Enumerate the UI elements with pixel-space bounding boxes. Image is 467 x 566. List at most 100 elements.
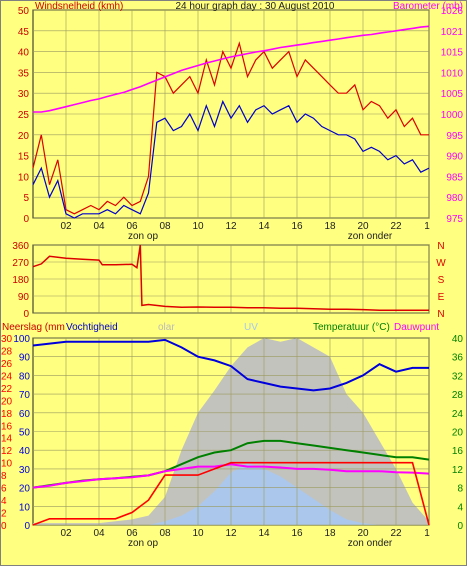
temperatuur-label: Temperatuur (°C) xyxy=(313,322,390,333)
vochtigheid-tick-label: 60 xyxy=(19,409,31,420)
x-tick-label: 1 xyxy=(424,221,430,232)
neerslag-tick-label: 10 xyxy=(1,459,13,470)
temperature-tick-label: 4 xyxy=(457,502,463,513)
rain-humidity-temperature-panel: 0246810121416182022242628300102030405060… xyxy=(1,322,463,549)
series-line xyxy=(32,461,430,526)
series-line xyxy=(32,463,430,489)
right-tick-label: 1015 xyxy=(441,48,464,59)
x-tick-label: 12 xyxy=(225,221,237,232)
x-tick-label: 06 xyxy=(126,528,138,539)
wind-direction-panel: 0 N 90 E 180 S 270 W 360 N xyxy=(12,241,446,320)
x-tick-label: 20 xyxy=(357,221,369,232)
right-tick-label: 1000 xyxy=(441,110,464,121)
left-axis-label: Windsnelheid (kmh) xyxy=(35,1,123,12)
left-tick-label: 20 xyxy=(18,131,30,142)
neerslag-label: Neerslag (mm xyxy=(2,322,65,333)
neerslag-tick-label: 20 xyxy=(1,396,13,407)
solar-label: olar xyxy=(158,322,175,333)
series-line xyxy=(32,99,430,219)
grid xyxy=(33,244,430,314)
right-tick-label: 980 xyxy=(446,193,463,204)
left-tick-label: 0 xyxy=(23,309,29,320)
vochtigheid-tick-label: 10 xyxy=(19,502,31,513)
x-tick-label: 08 xyxy=(159,221,171,232)
left-tick-label: 40 xyxy=(18,48,30,59)
x-tick-label: 02 xyxy=(60,221,72,232)
series-lines xyxy=(32,25,430,219)
series-line xyxy=(32,41,429,215)
direction-line xyxy=(32,244,429,311)
x-tick-label: 06 xyxy=(126,221,138,232)
grid xyxy=(33,9,430,219)
temperature-tick-label: 36 xyxy=(452,353,464,364)
left-tick-label: 25 xyxy=(18,110,30,121)
x-tick-label: 16 xyxy=(291,528,303,539)
temperature-tick-label: 24 xyxy=(452,409,464,420)
neerslag-tick-label: 26 xyxy=(1,359,13,370)
neerslag-tick-label: 22 xyxy=(1,384,13,395)
neerslag-tick-label: 16 xyxy=(1,421,13,432)
temperature-tick-label: 32 xyxy=(452,371,464,382)
uv-label: UV xyxy=(244,322,258,333)
axes: 0 N 90 E 180 S 270 W 360 N xyxy=(12,241,446,320)
x-tick-label: 16 xyxy=(291,221,303,232)
series-lines xyxy=(32,244,429,311)
right-tick-label: 1005 xyxy=(441,89,464,100)
neerslag-tick-label: 8 xyxy=(1,471,7,482)
right-tick-label: S xyxy=(438,275,445,286)
vochtigheid-tick-label: 90 xyxy=(19,353,31,364)
vochtigheid-tick-label: 70 xyxy=(19,390,31,401)
vochtigheid-tick-label: 20 xyxy=(19,484,31,495)
x-tick-label: 18 xyxy=(324,528,336,539)
axes: 0510152025303540455097598098599099510001… xyxy=(18,6,464,232)
chart-title: 24 hour graph day : 30 August 2010 xyxy=(175,1,334,12)
series-lines xyxy=(32,338,430,526)
right-tick-label: 1010 xyxy=(441,68,464,79)
left-tick-label: 35 xyxy=(18,68,30,79)
neerslag-tick-label: 0 xyxy=(1,521,7,532)
left-tick-label: 360 xyxy=(12,241,29,252)
sunrise-label: zon op xyxy=(128,538,158,549)
x-tick-label: 10 xyxy=(192,221,204,232)
right-tick-label: 1021 xyxy=(441,27,464,38)
left-tick-label: 50 xyxy=(18,6,30,17)
temperature-tick-label: 16 xyxy=(452,446,464,457)
vochtigheid-tick-label: 100 xyxy=(13,334,30,345)
wind-barometer-panel: 0510152025303540455097598098599099510001… xyxy=(18,1,464,242)
vochtigheid-tick-label: 50 xyxy=(19,428,31,439)
x-tick-label: 1 xyxy=(424,528,430,539)
neerslag-tick-label: 6 xyxy=(1,484,7,495)
x-tick-label: 10 xyxy=(192,528,204,539)
left-tick-label: 180 xyxy=(12,275,29,286)
right-tick-label: W xyxy=(436,258,446,269)
x-tick-label: 20 xyxy=(357,528,369,539)
x-tick-label: 04 xyxy=(93,528,105,539)
right-tick-label: 1026 xyxy=(441,6,464,17)
vochtigheid-label: Vochtigheid xyxy=(66,322,118,333)
left-tick-label: 90 xyxy=(18,292,30,303)
right-tick-label: E xyxy=(438,292,445,303)
right-tick-label: 975 xyxy=(446,214,463,225)
neerslag-tick-label: 24 xyxy=(1,371,13,382)
x-tick-label: 14 xyxy=(258,528,270,539)
x-tick-label: 12 xyxy=(225,528,237,539)
sunset-label: zon onder xyxy=(348,538,393,549)
sunrise-label: zon op xyxy=(128,231,158,242)
axes: 0246810121416182022242628300102030405060… xyxy=(1,334,463,539)
temperature-tick-label: 12 xyxy=(452,465,464,476)
temperature-tick-label: 0 xyxy=(457,521,463,532)
left-tick-label: 10 xyxy=(18,172,30,183)
x-tick-label: 02 xyxy=(60,528,72,539)
temperature-tick-label: 28 xyxy=(452,390,464,401)
neerslag-tick-label: 30 xyxy=(1,334,13,345)
right-tick-label: 995 xyxy=(446,131,463,142)
neerslag-tick-label: 12 xyxy=(1,446,13,457)
neerslag-tick-label: 2 xyxy=(1,509,7,520)
sunset-label: zon onder xyxy=(348,231,393,242)
neerslag-tick-label: 4 xyxy=(1,496,7,507)
series-line xyxy=(32,338,429,392)
neerslag-tick-label: 28 xyxy=(1,346,13,357)
x-tick-label: 08 xyxy=(159,528,171,539)
x-tick-label: 04 xyxy=(93,221,105,232)
